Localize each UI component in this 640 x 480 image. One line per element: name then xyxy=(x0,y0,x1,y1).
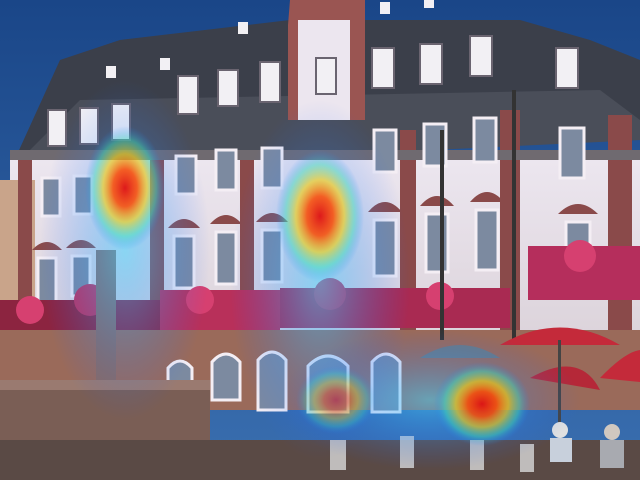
heatmap-hotspot-bottom xyxy=(434,362,530,446)
dormer-windows xyxy=(47,35,579,147)
heatmap-hotspot-center xyxy=(276,150,364,282)
small-roof-windows xyxy=(106,0,434,78)
street-lamp xyxy=(440,130,444,340)
lamp-pole-right xyxy=(512,90,516,340)
heatmap-overlay xyxy=(40,80,580,470)
heatmap-spot-cafe xyxy=(296,366,376,434)
heatmap-hotspot-left xyxy=(85,126,165,250)
